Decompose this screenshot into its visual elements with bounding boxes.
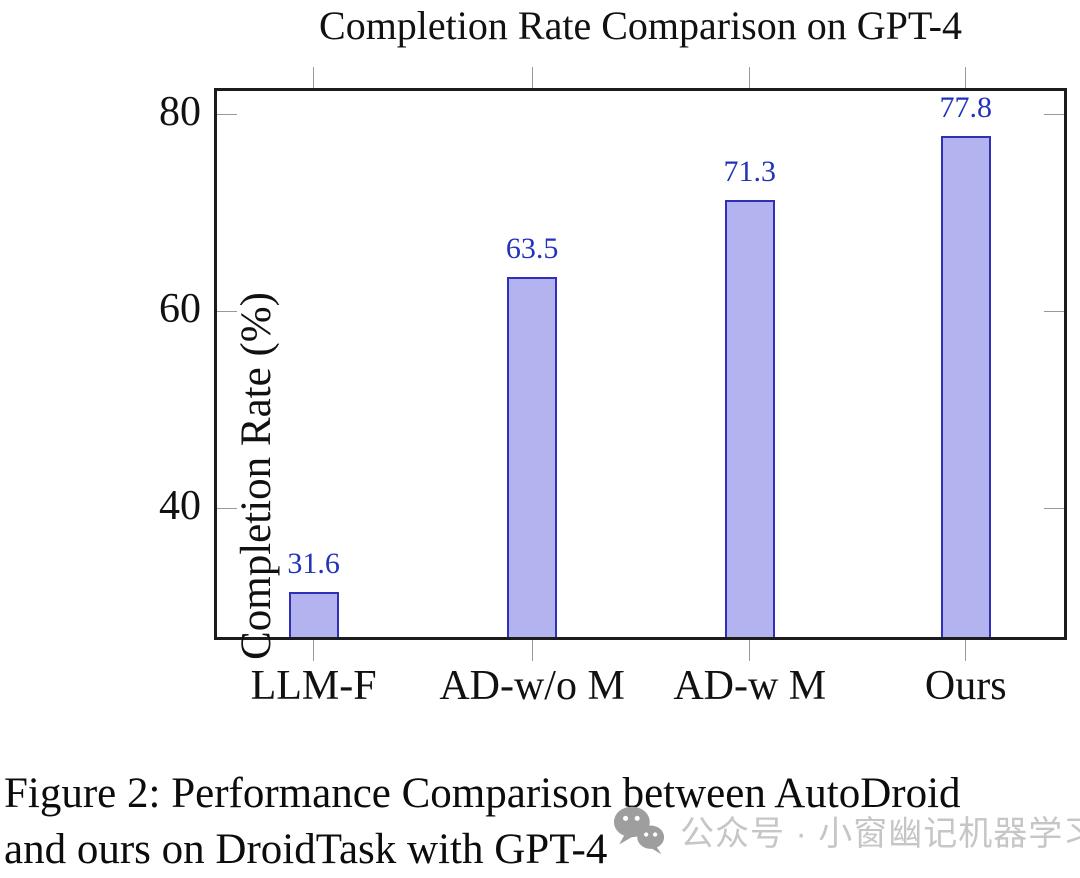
figure-caption: Figure 2: Performance Comparison between… — [4, 766, 1078, 878]
bar-value-label: 63.5 — [505, 232, 559, 266]
x-tick-bottom — [313, 640, 315, 661]
x-tick-top — [749, 67, 751, 88]
y-tick-left — [217, 508, 237, 510]
x-tick-bottom — [531, 640, 533, 661]
y-tick-label: 60 — [159, 285, 201, 332]
x-tick-top — [531, 67, 533, 88]
x-tick-label: LLM-F — [250, 663, 377, 709]
x-tick-bottom — [965, 640, 967, 661]
bar-value-label: 71.3 — [723, 155, 777, 189]
x-tick-label: Ours — [924, 663, 1007, 709]
bar-AD-w/o M — [507, 277, 558, 637]
y-tick-label: 40 — [159, 482, 201, 529]
caption-line-1: Figure 2: Performance Comparison between… — [4, 770, 961, 817]
plot-area: Completion Rate (%) 40 60 80 31.6 LLM-F 63.5 A… — [159, 67, 1067, 709]
y-tick-right — [1044, 114, 1064, 116]
bar-value-label: 77.8 — [939, 91, 992, 125]
y-tick-right — [1044, 508, 1064, 510]
x-tick-bottom — [749, 640, 751, 661]
y-tick-left — [217, 114, 237, 116]
x-tick-top — [965, 67, 967, 88]
y-tick-right — [1044, 311, 1064, 313]
x-tick-top — [313, 67, 315, 88]
bar-Ours — [940, 136, 991, 637]
y-axis-label: Completion Rate (%) — [233, 292, 280, 660]
bar-AD-w M — [724, 200, 775, 637]
chart-title: Completion Rate Comparison on GPT-4 — [319, 3, 962, 48]
bar-value-label: 31.6 — [287, 546, 340, 580]
y-tick-left — [217, 311, 237, 313]
x-tick-label: AD-w/o M — [439, 663, 625, 709]
caption-line-2: and ours on DroidTask with GPT-4 — [4, 826, 608, 873]
y-tick-label: 80 — [159, 88, 201, 135]
bar-LLM-F — [288, 591, 339, 637]
x-tick-label: AD-w M — [673, 663, 827, 709]
